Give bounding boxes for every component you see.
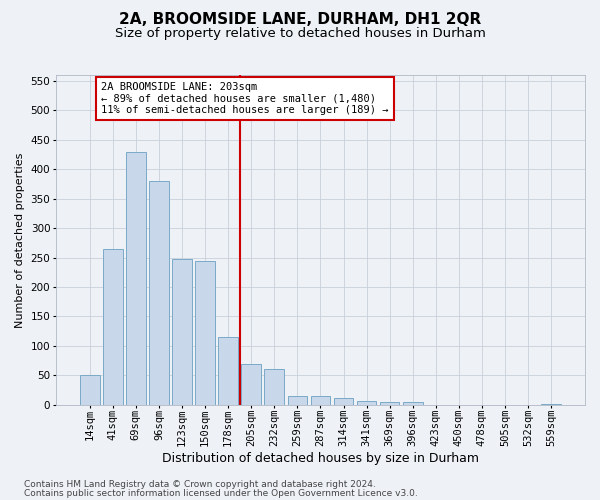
Bar xyxy=(80,376,100,405)
Bar xyxy=(149,181,169,405)
Bar xyxy=(541,404,561,405)
Text: Size of property relative to detached houses in Durham: Size of property relative to detached ho… xyxy=(115,28,485,40)
Bar xyxy=(334,398,353,405)
Text: 2A, BROOMSIDE LANE, DURHAM, DH1 2QR: 2A, BROOMSIDE LANE, DURHAM, DH1 2QR xyxy=(119,12,481,28)
Bar xyxy=(126,152,146,405)
Bar xyxy=(241,364,261,405)
Bar xyxy=(287,396,307,405)
Bar xyxy=(172,258,192,405)
Bar xyxy=(103,248,122,405)
Bar xyxy=(403,402,422,405)
Bar xyxy=(218,337,238,405)
Bar xyxy=(380,402,400,405)
Text: 2A BROOMSIDE LANE: 203sqm
← 89% of detached houses are smaller (1,480)
11% of se: 2A BROOMSIDE LANE: 203sqm ← 89% of detac… xyxy=(101,82,389,116)
Bar xyxy=(357,401,376,405)
Bar xyxy=(311,396,330,405)
Bar xyxy=(265,370,284,405)
Text: Contains HM Land Registry data © Crown copyright and database right 2024.: Contains HM Land Registry data © Crown c… xyxy=(24,480,376,489)
Y-axis label: Number of detached properties: Number of detached properties xyxy=(15,152,25,328)
Text: Contains public sector information licensed under the Open Government Licence v3: Contains public sector information licen… xyxy=(24,489,418,498)
Bar xyxy=(195,260,215,405)
X-axis label: Distribution of detached houses by size in Durham: Distribution of detached houses by size … xyxy=(162,452,479,465)
